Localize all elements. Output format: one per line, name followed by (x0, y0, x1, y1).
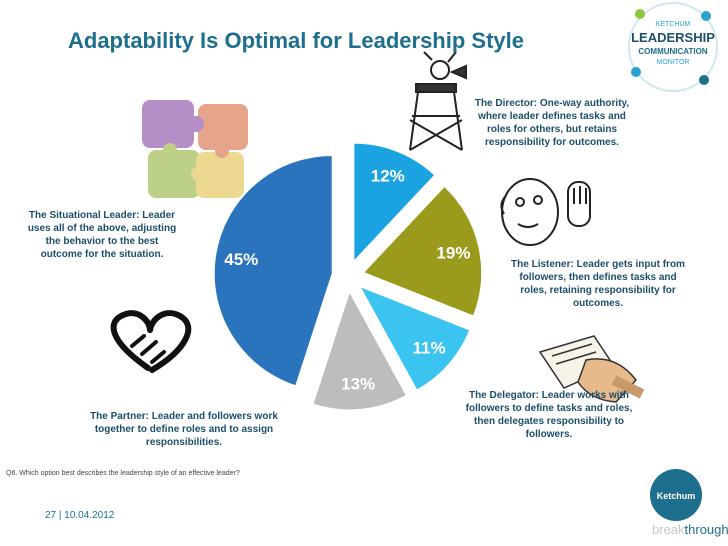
handshake-heart-illustration (110, 310, 192, 373)
logo-line3: COMMUNICATION (638, 47, 707, 56)
pie-slice-the-listener (362, 185, 483, 317)
survey-question: Q6. Which option best describes the lead… (6, 470, 240, 477)
brand-prefix: break (652, 522, 685, 537)
pie-slice-the-situational-leader (213, 154, 333, 387)
caption-delegator: The Delegator: Leader works with followe… (465, 390, 633, 440)
pie-slice-the-delegator (358, 285, 471, 391)
logo-line4: MONITOR (657, 59, 690, 66)
pie-chart: 12% 19% 11% 13% 45% (213, 142, 483, 411)
pie-label-the-director: 12% (371, 167, 405, 186)
logo-line2: LEADERSHIP (631, 30, 715, 45)
pie-label-the-listener: 19% (436, 243, 470, 262)
brand-wordmark: breakthrough (652, 522, 728, 537)
brand-suffix: through (684, 522, 728, 537)
delegator-illustration (538, 335, 645, 403)
pie-slice-the-partner (312, 290, 408, 411)
listener-illustration (500, 178, 591, 246)
caption-situational: The Situational Leader: Leader uses all … (27, 210, 177, 260)
pie-label-the-partner: 13% (341, 375, 375, 394)
ketchum-badge: Ketchum (650, 469, 702, 521)
logo-line1: KETCHUM (656, 21, 691, 28)
puzzle-illustration (142, 100, 248, 198)
ketchum-badge-text: Ketchum (657, 491, 696, 501)
page-title: Adaptability Is Optimal for Leadership S… (68, 28, 524, 53)
caption-partner: The Partner: Leader and followers work t… (90, 411, 278, 448)
pie-slice-the-director (353, 142, 436, 263)
pie-label-the-situational-leader: 45% (224, 250, 258, 269)
caption-director: The Director: One-way authority, where l… (474, 98, 630, 148)
pie-label-the-delegator: 11% (412, 338, 445, 357)
caption-listener: The Listener: Leader gets input from fol… (511, 259, 685, 309)
slide-footer: 27 | 10.04.2012 (45, 510, 115, 521)
director-illustration (409, 51, 467, 151)
leadership-monitor-logo: KETCHUM LEADERSHIP COMMUNICATION MONITOR (628, 2, 718, 92)
